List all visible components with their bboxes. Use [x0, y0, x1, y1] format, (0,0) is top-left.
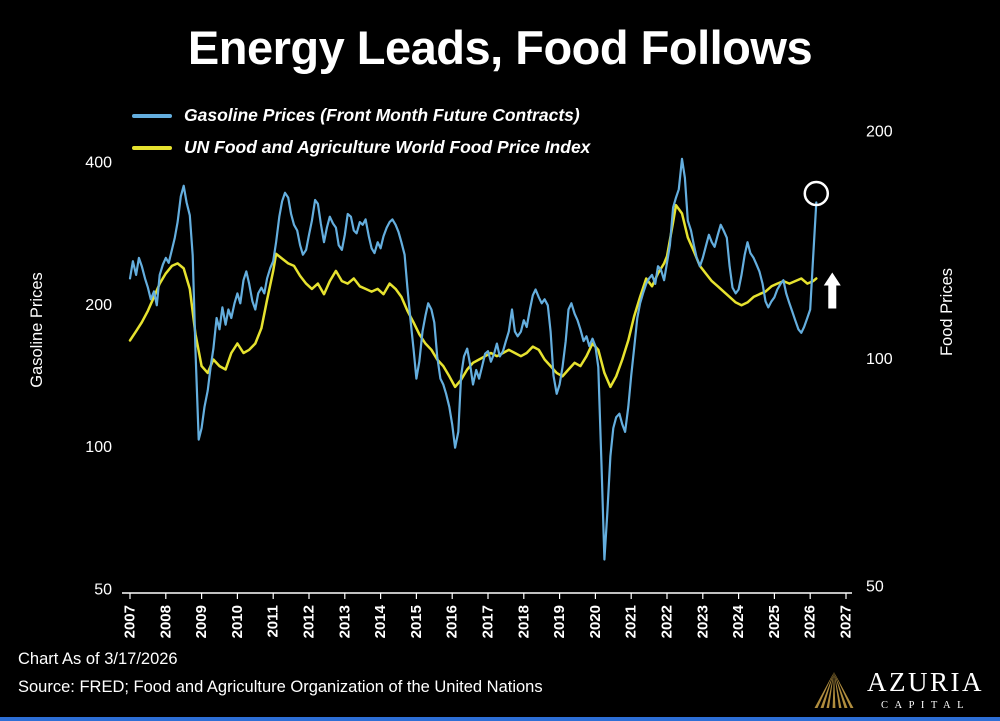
chart-as-of-date: Chart As of 3/17/2026	[18, 650, 178, 668]
x-tick-label: 2008	[157, 605, 174, 638]
x-tick-label: 2025	[766, 605, 783, 638]
x-tick-label: 2026	[802, 605, 819, 638]
legend-label-gasoline: Gasoline Prices (Front Month Future Cont…	[184, 105, 580, 125]
x-tick-label: 2015	[408, 605, 425, 638]
bottom-accent-bar	[0, 717, 1000, 721]
legend-item-gasoline: Gasoline Prices (Front Month Future Cont…	[132, 104, 590, 127]
up-arrow-annotation	[823, 272, 841, 309]
x-tick-label: 2021	[623, 605, 640, 638]
gasoline-line	[128, 157, 818, 561]
x-tick-label: 2024	[730, 604, 747, 638]
x-tick-label: 2018	[515, 605, 532, 638]
right-tick-label: 200	[866, 124, 893, 141]
logo-name: AZURIA	[867, 667, 984, 697]
gasoline-line-swatch	[132, 113, 172, 118]
pyramid-rays-icon	[814, 672, 854, 708]
right-tick-label: 50	[866, 579, 884, 596]
right-axis-title: Food Prices	[938, 268, 956, 356]
legend: Gasoline Prices (Front Month Future Cont…	[132, 104, 590, 159]
x-tick-label: 2011	[265, 605, 282, 638]
x-tick-label: 2007	[122, 605, 139, 638]
x-tick-label: 2017	[480, 605, 497, 638]
page-title: Energy Leads, Food Follows	[187, 21, 813, 74]
left-axis-title: Gasoline Prices	[28, 272, 46, 388]
right-tick-label: 100	[866, 351, 893, 368]
food-line	[128, 203, 818, 389]
x-tick-label: 2014	[372, 604, 389, 638]
x-tick-label: 2012	[301, 605, 318, 638]
logo-text: AZURIA CAPITAL	[867, 667, 984, 712]
legend-label-food: UN Food and Agriculture World Food Price…	[184, 137, 591, 157]
endpoint-circle-annotation	[803, 180, 830, 207]
left-tick-label: 200	[85, 297, 112, 314]
x-tick-label: 2009	[193, 605, 210, 638]
x-tick-label: 2020	[587, 605, 604, 638]
food-line-swatch	[132, 145, 172, 150]
left-tick-label: 100	[85, 439, 112, 456]
x-tick-label: 2019	[551, 605, 568, 638]
azuria-capital-logo: AZURIA CAPITAL	[811, 669, 984, 711]
logo-subtitle: CAPITAL	[881, 700, 970, 711]
source-attribution: Source: FRED; Food and Agriculture Organ…	[18, 678, 543, 696]
x-tick-label: 2027	[838, 605, 855, 638]
x-tick-label: 2010	[229, 605, 246, 638]
x-tick-label: 2023	[694, 605, 711, 638]
x-tick-label: 2013	[336, 605, 353, 638]
legend-item-food: UN Food and Agriculture World Food Price…	[132, 136, 590, 159]
left-tick-label: 400	[85, 155, 112, 172]
x-tick-label: 2016	[444, 605, 461, 638]
left-tick-label: 50	[94, 582, 112, 599]
x-tick-label: 2022	[659, 605, 676, 638]
